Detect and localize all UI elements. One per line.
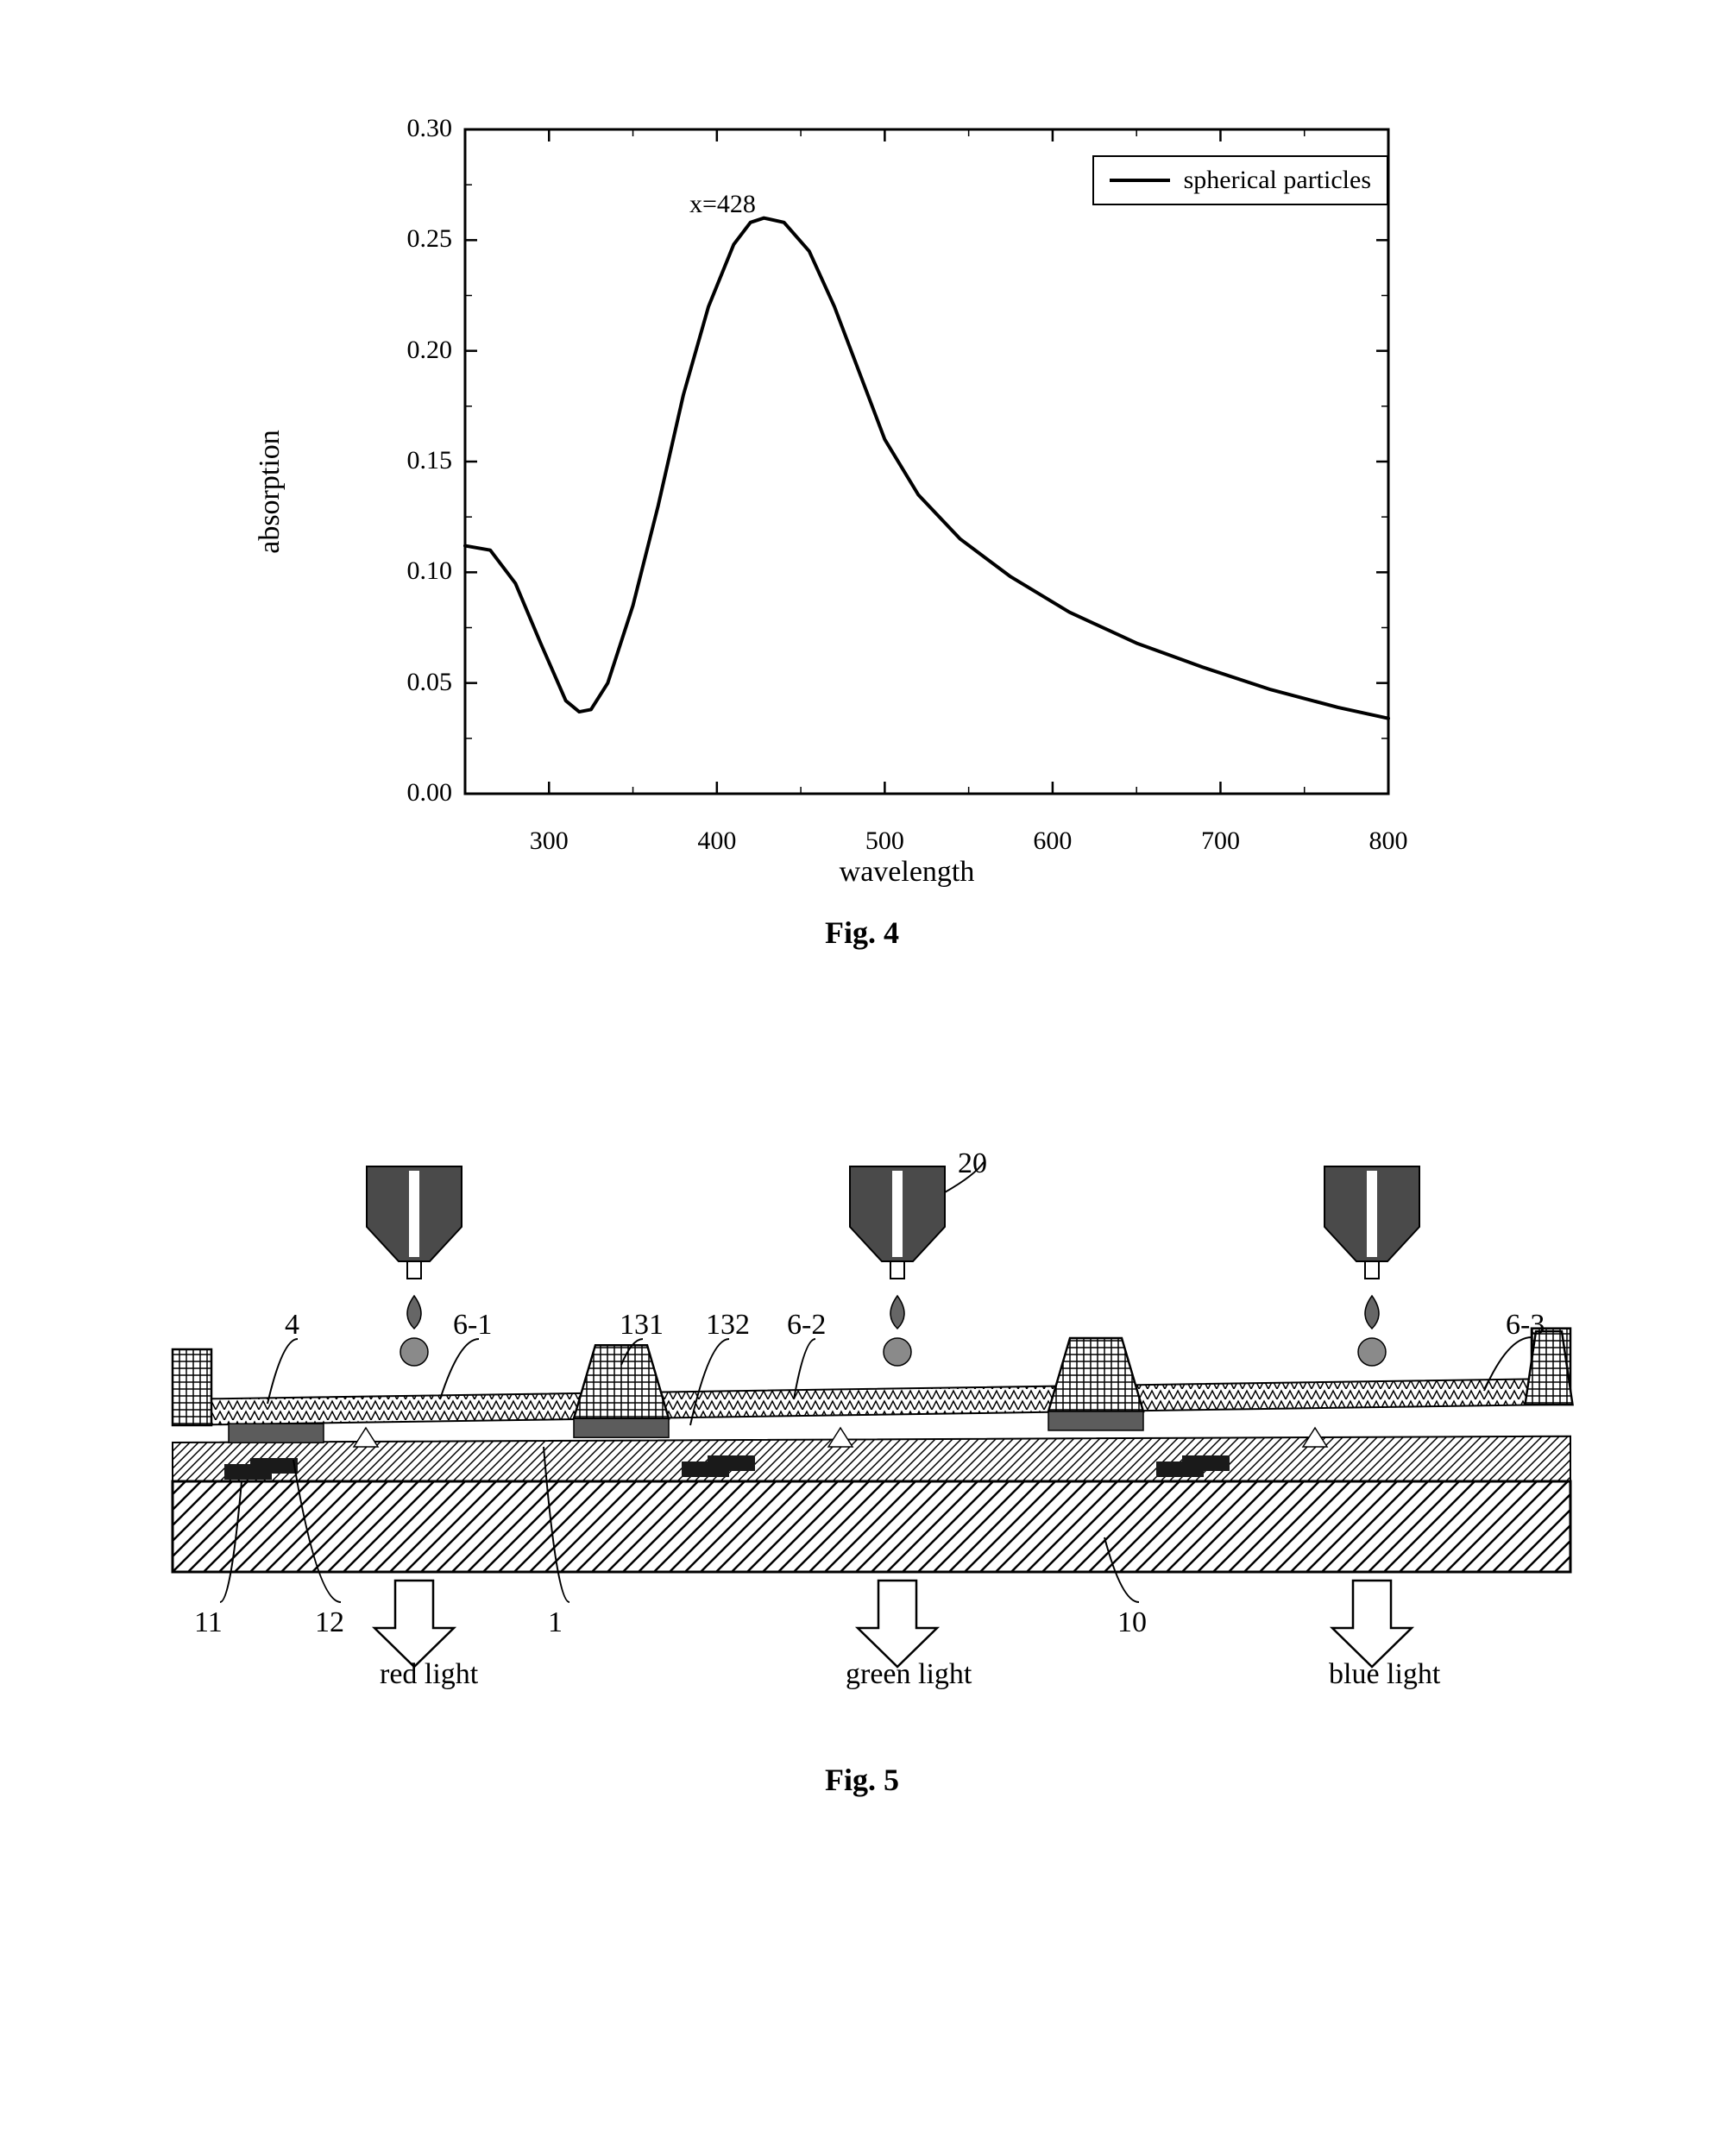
legend-swatch [1110, 179, 1170, 182]
x-tick-label: 800 [1369, 827, 1408, 856]
y-tick-label: 0.15 [374, 446, 452, 475]
diagram-svg [138, 1141, 1605, 1744]
peak-label: x=428 [689, 190, 756, 219]
label-red-light: red light [380, 1658, 478, 1691]
callout-132: 132 [706, 1309, 750, 1342]
y-tick-label: 0.30 [374, 114, 452, 143]
y-tick-label: 0.00 [374, 778, 452, 808]
y-tick-label: 0.10 [374, 556, 452, 586]
callout-6-1: 6-1 [453, 1309, 492, 1342]
chart-svg [301, 104, 1423, 880]
figure-4-block: absorption wavelength x=428 spherical pa… [138, 104, 1586, 951]
x-tick-label: 400 [697, 827, 736, 856]
figure-5-caption: Fig. 5 [138, 1762, 1586, 1798]
label-blue-light: blue light [1329, 1658, 1440, 1691]
y-tick-label: 0.25 [374, 224, 452, 254]
y-axis-label: absorption [254, 430, 286, 554]
x-tick-label: 500 [865, 827, 904, 856]
x-tick-label: 600 [1033, 827, 1072, 856]
callout-20: 20 [958, 1147, 987, 1180]
x-tick-label: 300 [530, 827, 569, 856]
figure-4-caption: Fig. 4 [138, 915, 1586, 951]
chart-legend: spherical particles [1092, 155, 1388, 205]
callout-6-3: 6-3 [1506, 1309, 1545, 1342]
callout-10: 10 [1117, 1606, 1147, 1639]
label-green-light: green light [846, 1658, 972, 1691]
legend-label: spherical particles [1184, 166, 1371, 195]
callout-4: 4 [285, 1309, 299, 1342]
figure-5-block: 20 4 6-1 131 132 6-2 6-3 11 12 1 10 red … [138, 1141, 1586, 1798]
callout-6-2: 6-2 [787, 1309, 826, 1342]
cross-section-diagram: 20 4 6-1 131 132 6-2 6-3 11 12 1 10 red … [138, 1141, 1605, 1744]
x-tick-label: 700 [1201, 827, 1240, 856]
callout-1: 1 [548, 1606, 563, 1639]
x-axis-label: wavelength [840, 856, 975, 889]
callout-12: 12 [315, 1606, 344, 1639]
absorption-chart: absorption wavelength x=428 spherical pa… [301, 104, 1423, 880]
callout-11: 11 [194, 1606, 223, 1639]
y-tick-label: 0.05 [374, 668, 452, 697]
y-tick-label: 0.20 [374, 336, 452, 365]
callout-131: 131 [620, 1309, 664, 1342]
